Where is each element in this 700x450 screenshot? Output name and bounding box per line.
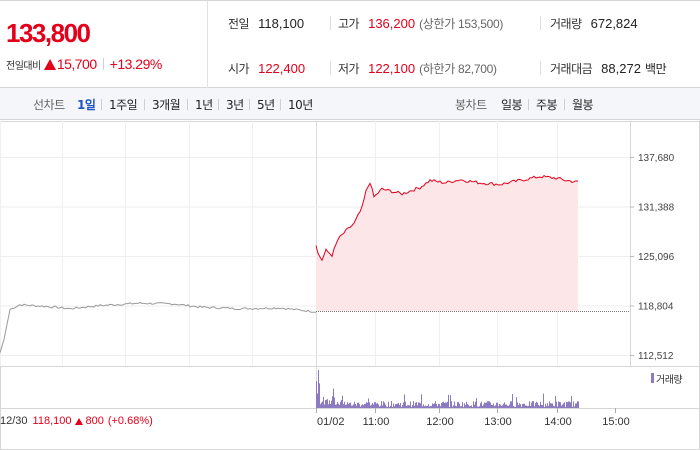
line-chart-label: 선차트 [33,97,65,112]
previous-date: 12/30 [0,415,28,427]
change-row: 전일대비 15,700 +13.29% [6,55,162,73]
candle-chart-label: 봉차트 [455,97,487,112]
trade-value-unit: 백만 [644,61,667,76]
y-axis: 137,680 131,388 125,096 118,804 112,512 [630,153,675,362]
open-label: 시가 [228,61,250,76]
x-axis: 01/02 11:00 12:00 13:00 14:00 15:00 [316,408,630,428]
period-1w-tab[interactable]: 1주일 [109,97,138,112]
volume-legend-label: 거래량 [656,374,683,386]
divider [218,99,219,110]
x-tick-label: 13:00 [484,416,512,428]
x-tick-label: 01/02 [317,416,345,428]
candle-weekly-tab[interactable]: 주봉 [536,97,558,112]
volume-label: 거래량 [550,16,582,31]
x-tick-label: 14:00 [544,416,572,428]
y-tick-label: 125,096 [638,252,675,263]
trade-value-label: 거래대금 [550,61,593,76]
price-chart: 137,680 131,388 125,096 118,804 112,512 01/0… [0,121,700,450]
volume-bars [316,370,579,408]
today-area-fill [316,175,578,312]
change-value: 15,700 [56,56,97,72]
today-series [315,174,630,313]
open-cell: 시가 122,400 [228,58,305,78]
volume-value: 672,824 [590,15,638,31]
high-label: 고가 [338,16,360,31]
x-tick-label: 12:00 [426,416,454,428]
prev-close-value: 118,100 [258,15,305,31]
period-3y-tab[interactable]: 3년 [226,97,244,112]
low-value: 122,100 [368,60,416,76]
divider [330,61,331,75]
previous-change: 800 [85,415,104,427]
high-cell: 고가 136,200 (상한가 153,500) [338,13,503,33]
period-1y-tab[interactable]: 1년 [195,97,213,112]
divider [249,99,250,110]
divider [330,16,331,30]
period-3m-tab[interactable]: 3개월 [152,97,181,112]
divider [144,99,145,110]
divider [102,58,104,70]
up-triangle-icon [43,58,56,70]
current-price: 133,800 [6,18,91,48]
divider [540,16,541,30]
x-tick-label: 15:00 [602,416,630,428]
y-tick-label: 131,388 [638,203,675,214]
low-cell: 저가 122,100 (하한가 82,700) [338,58,497,78]
high-value: 136,200 [368,15,416,31]
price-summary: 133,800 전일대비 15,700 +13.29% 전일 118,100 고… [0,0,700,88]
candle-monthly-tab[interactable]: 월봉 [572,97,594,112]
previous-close: 118,100 [32,415,72,427]
volume-swatch-icon [651,373,654,383]
previous-day-series [0,301,317,353]
chart-toolbar: 선차트 1일 1주일 3개월 1년 3년 5년 10년 봉차트 일봉 주봉 월봉 [0,88,700,120]
divider [564,99,565,110]
trade-value-cell: 거래대금 88,272 백만 [550,58,667,78]
today-price-line [315,174,579,262]
y-tick-label: 137,680 [638,153,675,164]
trade-value: 88,272 [601,60,641,76]
previous-rate: (+0.68%) [107,415,153,427]
volume-cell: 거래량 672,824 [550,13,638,33]
divider [187,99,188,110]
divider [540,61,541,75]
volume-legend: 거래량 [651,371,683,386]
previous-day-info: 12/30 118,100 800 (+0.68%) [0,413,153,429]
price-chart-svg: 137,680 131,388 125,096 118,804 112,512 01/0… [0,121,700,450]
current-price-box: 133,800 전일대비 15,700 +13.29% [0,1,208,88]
y-tick-label: 118,804 [638,302,674,313]
lower-limit: (하한가 82,700) [419,61,497,76]
period-1d-tab[interactable]: 1일 [77,97,96,112]
change-rate: +13.29% [109,56,163,72]
period-5y-tab[interactable]: 5년 [257,97,275,112]
x-tick-label: 11:00 [363,416,390,428]
period-10y-tab[interactable]: 10년 [288,97,313,112]
candle-daily-tab[interactable]: 일봉 [501,97,523,112]
prev-close-cell: 전일 118,100 [228,13,304,33]
previous-day-line [0,301,317,353]
low-label: 저가 [338,61,360,76]
chart-grid [0,121,700,450]
change-label: 전일대비 [6,60,41,72]
upper-limit: (상한가 153,500) [419,16,504,31]
divider [101,99,102,110]
open-value: 122,400 [258,60,306,76]
prev-close-label: 전일 [228,16,250,31]
up-triangle-icon [75,417,84,425]
y-tick-label: 112,512 [638,351,674,362]
divider [280,99,281,110]
divider [528,99,529,110]
